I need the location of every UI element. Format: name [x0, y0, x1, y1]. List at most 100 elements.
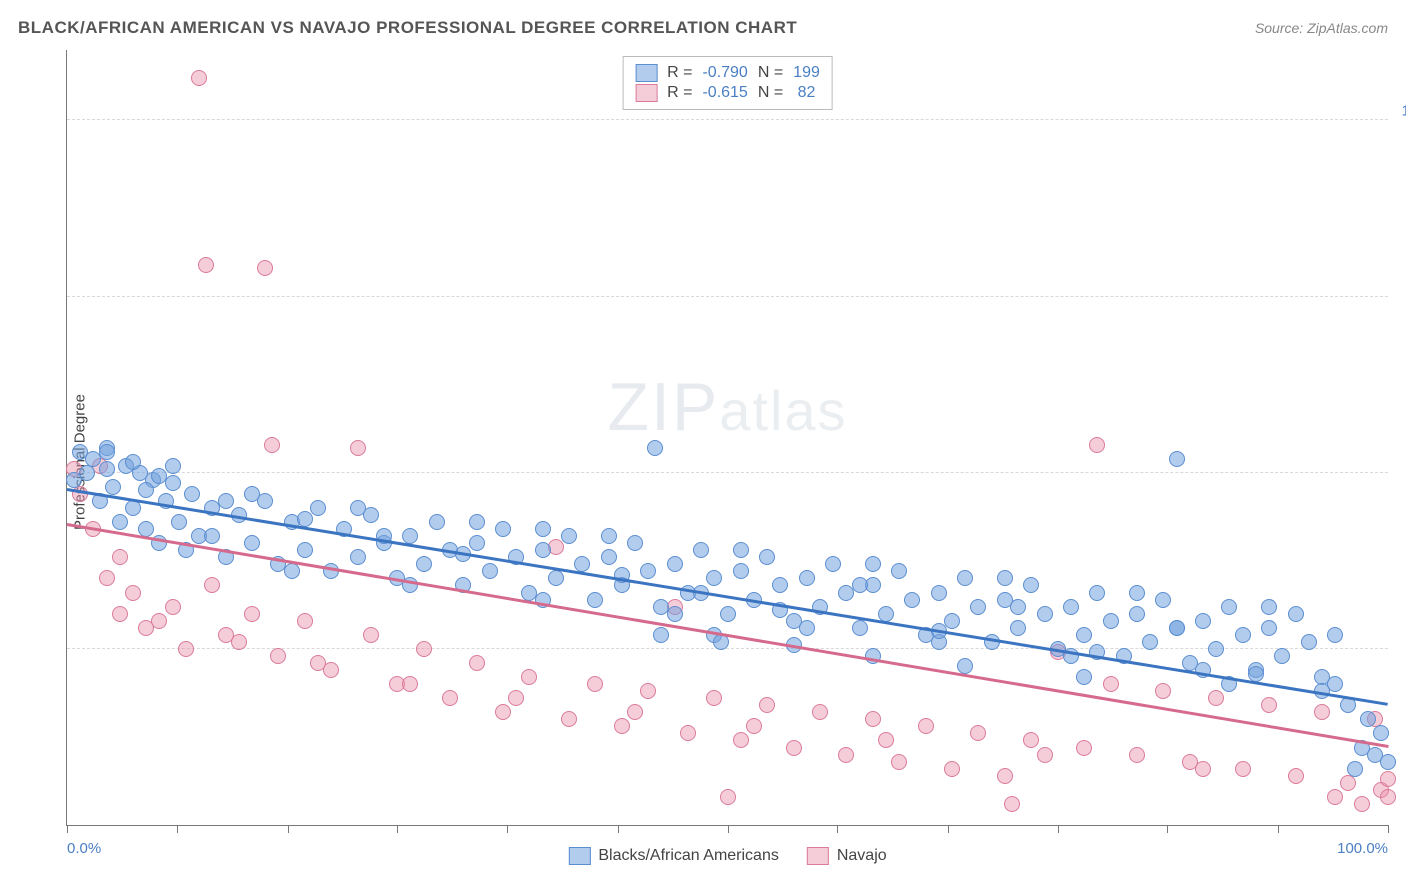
scatter-point-pink — [99, 570, 115, 586]
scatter-point-pink — [733, 732, 749, 748]
scatter-point-pink — [944, 761, 960, 777]
legend-r-label: R = — [667, 84, 692, 102]
scatter-point-blue — [891, 563, 907, 579]
scatter-point-pink — [244, 606, 260, 622]
scatter-point-blue — [310, 500, 326, 516]
chart-title: BLACK/AFRICAN AMERICAN VS NAVAJO PROFESS… — [18, 18, 797, 38]
scatter-point-blue — [587, 592, 603, 608]
legend-swatch-blue — [568, 847, 590, 865]
scatter-point-pink — [627, 704, 643, 720]
scatter-point-blue — [535, 521, 551, 537]
scatter-point-blue — [218, 493, 234, 509]
scatter-point-blue — [244, 486, 260, 502]
scatter-point-pink — [270, 648, 286, 664]
xtick — [728, 825, 729, 833]
scatter-point-blue — [1103, 613, 1119, 629]
scatter-point-pink — [1208, 690, 1224, 706]
scatter-point-blue — [1129, 585, 1145, 601]
scatter-point-blue — [244, 535, 260, 551]
scatter-point-blue — [1288, 606, 1304, 622]
scatter-point-pink — [1037, 747, 1053, 763]
scatter-point-pink — [1023, 732, 1039, 748]
scatter-point-blue — [297, 542, 313, 558]
scatter-point-blue — [495, 521, 511, 537]
scatter-point-blue — [1142, 634, 1158, 650]
scatter-point-blue — [904, 592, 920, 608]
scatter-point-pink — [746, 718, 762, 734]
legend-n-label: N = — [758, 84, 783, 102]
scatter-point-blue — [561, 528, 577, 544]
scatter-point-blue — [429, 514, 445, 530]
scatter-point-pink — [198, 257, 214, 273]
scatter-point-blue — [601, 549, 617, 565]
scatter-point-pink — [706, 690, 722, 706]
scatter-point-pink — [112, 606, 128, 622]
scatter-point-blue — [931, 585, 947, 601]
scatter-point-blue — [1301, 634, 1317, 650]
scatter-point-blue — [759, 549, 775, 565]
source-label: Source: ZipAtlas.com — [1255, 20, 1388, 36]
scatter-point-pink — [561, 711, 577, 727]
scatter-point-blue — [402, 528, 418, 544]
chart-header: BLACK/AFRICAN AMERICAN VS NAVAJO PROFESS… — [18, 18, 1388, 38]
legend-correlation: R = -0.790 N = 199 R = -0.615 N = 82 — [622, 56, 833, 110]
scatter-point-blue — [865, 556, 881, 572]
xtick — [397, 825, 398, 833]
legend-n-label: N = — [758, 64, 783, 82]
legend-row-blue: R = -0.790 N = 199 — [635, 63, 820, 83]
gridline — [67, 648, 1388, 649]
scatter-point-pink — [151, 613, 167, 629]
scatter-point-pink — [720, 789, 736, 805]
scatter-point-pink — [865, 711, 881, 727]
gridline — [67, 472, 1388, 473]
scatter-point-pink — [1004, 796, 1020, 812]
scatter-point-blue — [284, 563, 300, 579]
scatter-point-blue — [640, 563, 656, 579]
scatter-point-pink — [125, 585, 141, 601]
scatter-point-blue — [469, 535, 485, 551]
scatter-point-blue — [647, 440, 663, 456]
scatter-point-pink — [614, 718, 630, 734]
scatter-point-blue — [706, 570, 722, 586]
scatter-point-blue — [1195, 613, 1211, 629]
scatter-point-blue — [653, 627, 669, 643]
scatter-point-pink — [640, 683, 656, 699]
scatter-point-pink — [165, 599, 181, 615]
scatter-point-blue — [138, 482, 154, 498]
scatter-point-blue — [125, 500, 141, 516]
gridline — [67, 296, 1388, 297]
scatter-point-pink — [1314, 704, 1330, 720]
legend-r-value: -0.790 — [702, 64, 747, 82]
scatter-point-blue — [350, 500, 366, 516]
scatter-point-pink — [1261, 697, 1277, 713]
scatter-point-pink — [521, 669, 537, 685]
legend-item-pink: Navajo — [807, 847, 887, 865]
scatter-point-pink — [402, 676, 418, 692]
legend-swatch-pink — [807, 847, 829, 865]
scatter-point-blue — [469, 514, 485, 530]
scatter-point-pink — [204, 577, 220, 593]
scatter-point-pink — [178, 641, 194, 657]
plot-area: ZIPatlas R = -0.790 N = 199 R = -0.615 N… — [66, 50, 1388, 826]
scatter-point-pink — [508, 690, 524, 706]
scatter-point-pink — [442, 690, 458, 706]
scatter-point-pink — [1288, 768, 1304, 784]
legend-label: Navajo — [837, 847, 887, 865]
trendline-blue — [67, 488, 1388, 705]
scatter-point-pink — [257, 260, 273, 276]
scatter-point-blue — [1261, 620, 1277, 636]
legend-r-value: -0.615 — [702, 84, 747, 102]
scatter-point-pink — [350, 440, 366, 456]
scatter-point-blue — [957, 570, 973, 586]
scatter-point-blue — [1089, 585, 1105, 601]
scatter-point-pink — [891, 754, 907, 770]
xtick — [507, 825, 508, 833]
xtick — [948, 825, 949, 833]
scatter-point-pink — [297, 613, 313, 629]
scatter-point-blue — [667, 606, 683, 622]
scatter-point-blue — [601, 528, 617, 544]
scatter-point-pink — [838, 747, 854, 763]
scatter-point-blue — [1076, 669, 1092, 685]
scatter-point-blue — [772, 577, 788, 593]
plot-container: Professional Degree ZIPatlas R = -0.790 … — [18, 50, 1388, 874]
